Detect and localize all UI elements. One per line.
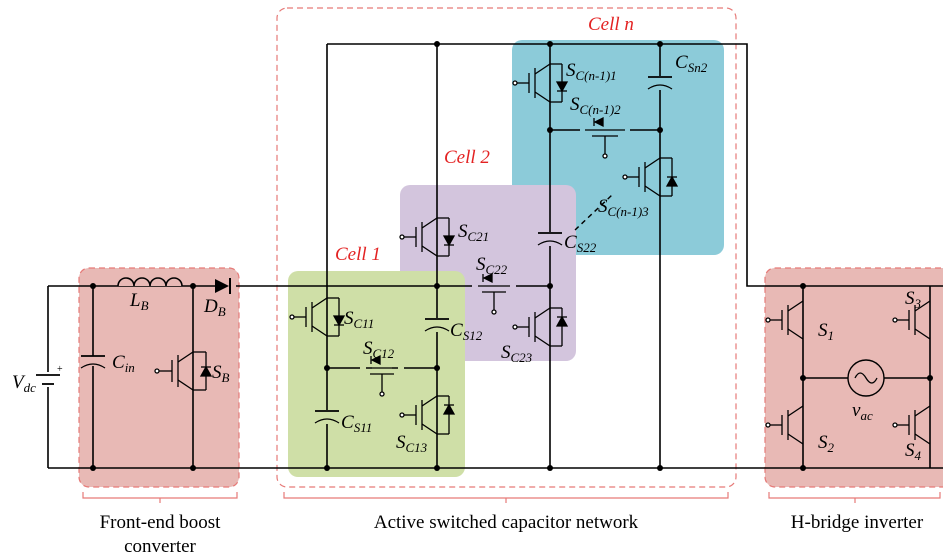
vac-source-icon (847, 359, 885, 397)
scn3-igbt-icon (622, 157, 679, 197)
sc12-igbt-icon (360, 354, 404, 397)
s4-igbt-icon (892, 405, 931, 445)
db-label: DB (203, 296, 226, 319)
cs22-capacitor-icon (537, 232, 563, 246)
cell-1-label: Cell 1 (335, 244, 381, 265)
sc23-label: SC23 (501, 342, 533, 365)
s3-label: S3 (905, 288, 922, 311)
sc23-igbt-icon (512, 307, 569, 347)
cs11-capacitor-icon (314, 410, 340, 424)
h-bridge-label: H-bridge inverter (791, 512, 924, 533)
cell-2-label: Cell 2 (444, 147, 490, 168)
cin-label: Cin (112, 352, 135, 375)
cs22-label: CS22 (564, 232, 597, 255)
db-diode-icon (215, 278, 231, 294)
sc22-igbt-icon (472, 272, 516, 315)
sc13-label: SC13 (396, 432, 428, 455)
s2-igbt-icon (765, 405, 804, 445)
asc-network-border (276, 7, 737, 488)
scn3-label: SC(n-1)3 (598, 196, 649, 219)
scn2-label: SC(n-1)2 (570, 94, 621, 117)
sc21-label: SC21 (458, 221, 489, 244)
sc11-igbt-icon (289, 297, 346, 337)
s1-igbt-icon (765, 300, 804, 340)
csn2-capacitor-icon (647, 76, 673, 90)
cin-capacitor-icon (80, 355, 106, 369)
front-end-label-line1: Front-end boost (100, 512, 222, 533)
s3-igbt-icon (892, 300, 931, 340)
hbridge-brace (768, 492, 941, 503)
sc11-label: SC11 (344, 308, 374, 331)
svg-text:+: + (57, 364, 63, 375)
boost-brace (82, 492, 238, 503)
vac-label: vac (852, 400, 873, 423)
s1-label: S1 (818, 320, 834, 343)
s4-label: S4 (905, 440, 922, 463)
scn1-igbt-icon (512, 63, 569, 103)
front-end-label-line2: converter (124, 536, 196, 557)
boost-converter-block (78, 267, 240, 488)
scn2-igbt-icon (580, 116, 630, 159)
asc-network-label: Active switched capacitor network (374, 512, 639, 533)
asc-brace (283, 492, 729, 503)
sc22-label: SC22 (476, 254, 508, 277)
vdc-label: Vdc (12, 372, 36, 395)
cs11-label: CS11 (341, 412, 372, 435)
cell-n-label: Cell n (588, 14, 634, 35)
vdc-battery-icon: + (36, 364, 63, 385)
cs12-capacitor-icon (424, 318, 450, 332)
lb-inductor-icon (117, 277, 183, 287)
junction-dots (90, 41, 933, 471)
s2-label: S2 (818, 432, 835, 455)
lb-label: LB (129, 290, 149, 313)
cs12-label: CS12 (450, 320, 483, 343)
sb-label: SB (212, 362, 230, 385)
sc13-igbt-icon (399, 395, 456, 435)
scn1-label: SC(n-1)1 (566, 60, 617, 83)
csn2-label: CSn2 (675, 52, 708, 75)
sc12-label: SC12 (363, 338, 395, 361)
sb-igbt-icon (154, 351, 213, 391)
sc21-igbt-icon (399, 217, 456, 257)
asc-top-rail (327, 43, 943, 287)
